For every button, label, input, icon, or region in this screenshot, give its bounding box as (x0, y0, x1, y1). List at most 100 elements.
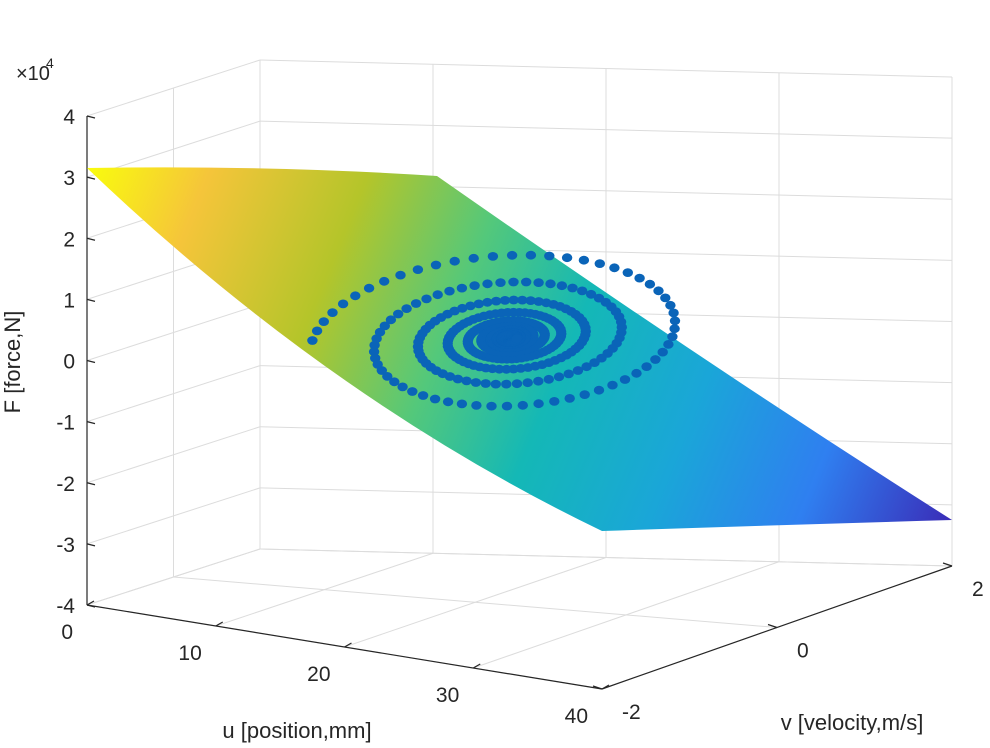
trajectory-point (508, 295, 519, 305)
trajectory-point (449, 256, 460, 266)
trajectory-point (465, 301, 476, 311)
trajectory-point (430, 260, 442, 270)
y-tick-labels: -2 0 2 (622, 578, 984, 724)
z-exponent-power: 4 (46, 55, 54, 71)
trajectory-point (667, 332, 678, 341)
trajectory-point (318, 317, 329, 326)
trajectory-point (410, 299, 422, 308)
trajectory-point (395, 270, 406, 280)
x-tick-mark (601, 684, 610, 690)
trajectory-point (563, 369, 574, 379)
trajectory-point (471, 401, 482, 410)
trajectory-point (382, 372, 393, 381)
trajectory-point (641, 362, 652, 371)
z-tick-label: -2 (56, 473, 75, 496)
grid-line (259, 548, 953, 567)
z-tick-labels: -4 -3 -2 -1 0 1 2 3 4 (56, 106, 75, 618)
y-tick-label: 2 (972, 578, 984, 601)
trajectory-point (631, 368, 642, 378)
trajectory-point (473, 299, 484, 309)
trajectory-point (417, 391, 429, 400)
trajectory-point (350, 291, 361, 301)
trajectory-point (543, 374, 554, 384)
z-tick-mark (86, 359, 96, 364)
trajectory-point (517, 400, 528, 410)
trajectory-point (456, 399, 468, 409)
trajectory-point (525, 250, 537, 260)
trajectory-point (501, 401, 513, 411)
z-tick-label: 1 (63, 289, 75, 312)
trajectory-point (525, 296, 536, 305)
trajectory-point (521, 277, 532, 287)
trajectory-point (668, 308, 679, 318)
z-tick-mark (86, 298, 96, 302)
trajectory-point (556, 281, 568, 291)
x-tick-mark (344, 642, 352, 648)
trajectory-point (368, 347, 380, 357)
x-tick-mark (472, 663, 481, 669)
trajectory-point (572, 366, 584, 375)
trajectory-point (585, 289, 597, 299)
y-tick-label: 0 (797, 640, 809, 663)
y-tick-label: -2 (622, 701, 641, 724)
x-tick-mark (86, 600, 95, 606)
trajectory-point (491, 296, 502, 306)
z-tick-mark (86, 421, 96, 425)
trajectory-point (650, 355, 661, 364)
trajectory-point (482, 297, 493, 307)
trajectory-point (663, 340, 674, 349)
trajectory-point (657, 347, 668, 357)
trajectory-point (461, 376, 472, 386)
x-tick-mark (215, 621, 224, 627)
y-axis-label: v [velocity,m/s] (781, 710, 924, 735)
trajectory-point (407, 387, 418, 396)
z-tick-label: 3 (63, 167, 75, 190)
trajectory-point (469, 281, 480, 290)
trajectory-point (490, 379, 501, 389)
z-tick-mark (86, 482, 96, 486)
z-exponent: ×10 4 (16, 55, 54, 85)
trajectory-point (444, 286, 455, 296)
trajectory-point (619, 375, 631, 384)
trajectory-point (442, 397, 454, 407)
z-tick-label: -3 (56, 534, 75, 557)
trajectory-point (581, 362, 592, 372)
trajectory-point (389, 377, 400, 387)
y-tick-mark (592, 685, 603, 690)
trajectory-point (553, 372, 565, 382)
trajectory-point (567, 283, 578, 293)
trajectory-point (311, 326, 323, 336)
trajectory-point (665, 300, 676, 310)
trajectory-point (307, 336, 318, 345)
trajectory-point (486, 401, 497, 411)
trajectory-point (480, 379, 491, 388)
trajectory-point (495, 278, 506, 287)
trajectory-point (589, 358, 600, 367)
trajectory-point (533, 376, 544, 386)
trajectory-point (432, 290, 443, 300)
trajectory-point (379, 276, 390, 286)
grid-line (173, 576, 778, 628)
z-tick-mark (86, 237, 96, 241)
trajectory-point (653, 286, 664, 296)
trajectory-point (385, 315, 397, 325)
trajectory-point (401, 304, 412, 313)
trajectory-point (393, 309, 404, 319)
x-tick-labels: 0 10 20 30 40 (61, 621, 588, 728)
trajectory-point (429, 394, 441, 404)
z-tick-mark (86, 604, 96, 608)
trajectory-point (609, 263, 620, 273)
x-tick-label: 0 (61, 621, 73, 644)
trajectory-point (501, 379, 512, 389)
z-tick-mark (86, 543, 96, 547)
trajectory-point (634, 273, 645, 283)
x-axis-label: u [position,mm] (222, 718, 371, 743)
trajectory-point (397, 382, 408, 392)
z-tick-label: 2 (63, 228, 75, 251)
trajectory-point (511, 334, 522, 344)
trajectory-point (487, 252, 499, 261)
trajectory-point (622, 268, 633, 277)
z-axis-label: F [force,N] (0, 311, 25, 414)
trajectory-point (594, 259, 605, 268)
trajectory-point (457, 303, 468, 313)
